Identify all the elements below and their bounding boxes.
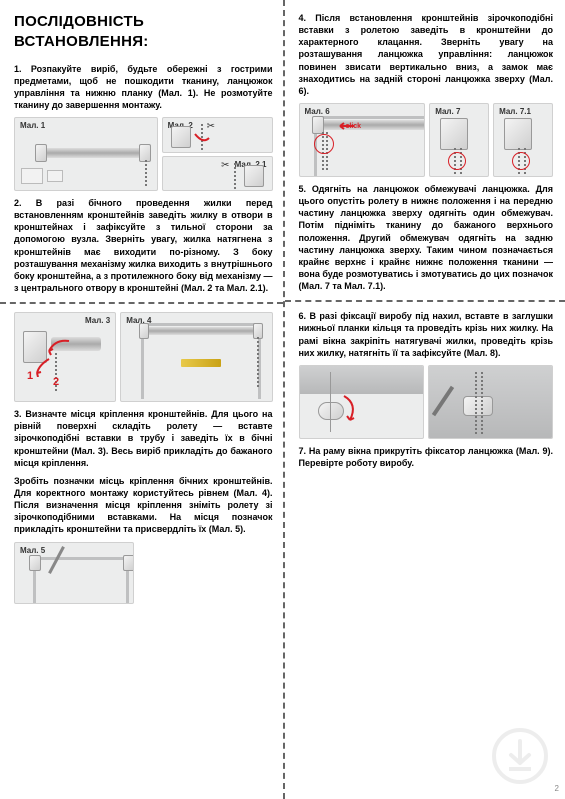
watermark-icon: [491, 727, 549, 785]
step-5-text: 5. Одягніть на ланцюжок обмежувачі ланцю…: [299, 183, 554, 292]
figure-7: Мал. 7: [429, 103, 489, 177]
detail-circle-1: [314, 134, 334, 154]
figure-8: Мал. 8: [299, 365, 424, 439]
fig-1-label: Мал. 1: [20, 121, 45, 132]
detail-circle-3: [512, 152, 530, 170]
level-tool: [181, 359, 221, 367]
step-3a-text: 3. Визначте місця кріплення кронштейнів.…: [14, 408, 273, 469]
figure-5: Мал. 5: [14, 542, 134, 604]
detail-circle-2: [448, 152, 466, 170]
step-7-text: 7. На раму вікна прикрутіть фіксатор лан…: [299, 445, 554, 469]
figure-3: Мал. 3 1 2: [14, 312, 116, 402]
figure-4: Мал. 4: [120, 312, 272, 402]
fig-71-label: Мал. 7.1: [499, 107, 531, 118]
figure-2-1: Мал. 2.1 ✂: [162, 156, 273, 192]
step-4-text: 4. Після встановлення кронштейнів зірочк…: [299, 12, 554, 97]
figure-7-1: Мал. 7.1: [493, 103, 553, 177]
page-number: 2: [555, 784, 559, 795]
step-1-text: 1. Розпакуйте виріб, будьте обережні з г…: [14, 63, 273, 112]
fig-row-4: Мал. 6 click Мал. 7 Мал. 7.1: [299, 103, 554, 177]
section-divider: [0, 302, 283, 304]
callout-2: 2: [53, 375, 59, 390]
fig-row-1: Мал. 1 Мал. 2 ✂ Мал. 2.1: [14, 117, 273, 191]
page-title: ПОСЛІДОВНІСТЬ ВСТАНОВЛЕННЯ:: [14, 12, 273, 53]
figure-2: Мал. 2 ✂: [162, 117, 273, 153]
scissors-icon-2: ✂: [221, 159, 229, 173]
fig-row-5: Мал. 8 Мал. 9: [299, 365, 554, 439]
fig-row-2: Мал. 3 1 2 Мал. 4: [14, 312, 273, 402]
fig-3-label: Мал. 3: [85, 316, 110, 327]
figure-9: Мал. 9: [428, 365, 553, 439]
fig-row-3: Мал. 5: [14, 542, 273, 604]
fig-7-label: Мал. 7: [435, 107, 460, 118]
step-2-text: 2. В разі бічного проведення жилки перед…: [14, 197, 273, 294]
figure-6: Мал. 6 click: [299, 103, 426, 177]
figure-1: Мал. 1: [14, 117, 158, 191]
step-6-text: 6. В разі фіксації виробу під нахил, вст…: [299, 310, 554, 359]
step-3b-text: Зробіть позначки місць кріплення бічних …: [14, 475, 273, 536]
section-divider-r: [285, 300, 565, 302]
